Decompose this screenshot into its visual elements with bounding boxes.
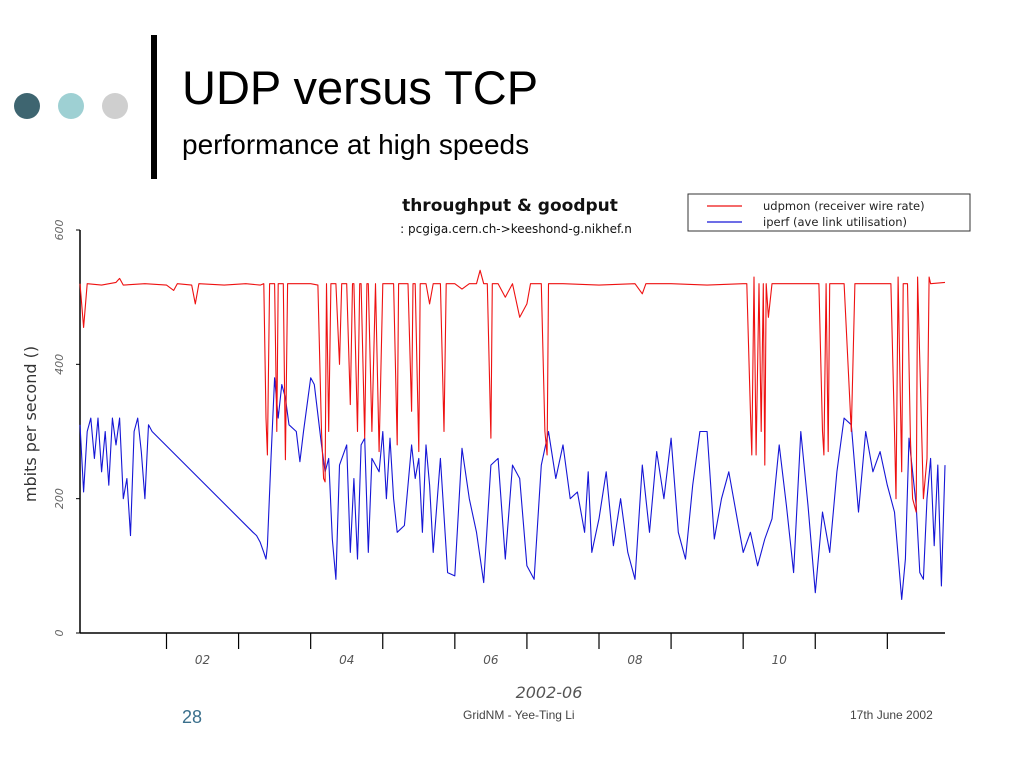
dot-light-teal [58,93,84,119]
y-tick-label: 400 [53,354,66,375]
chart-legend: udpmon (receiver wire rate) iperf (ave li… [687,193,971,232]
legend-label: iperf (ave link utilisation) [763,215,907,229]
series-lines [79,269,946,600]
title-divider [151,35,157,179]
y-tick-label: 0 [53,630,66,637]
x-tick-label: 06 [483,653,499,667]
legend-label: udpmon (receiver wire rate) [763,199,925,213]
decorative-dots [14,93,134,123]
y-axis-label: mbits per second () [21,346,40,502]
footer-author: GridNM - Yee-Ting Li [463,708,575,722]
slide-number: 28 [182,707,203,727]
series-line-1 [79,377,946,600]
dot-grey [102,93,128,119]
slide-subtitle: performance at high speeds [182,129,530,160]
y-tick-label: 200 [53,488,66,509]
axis-ticks: 0 200 400 600 02 04 06 08 10 [53,220,888,667]
x-tick-label: 04 [339,653,354,667]
slide-title: UDP versus TCP [182,61,539,114]
throughput-chart: throughput & goodput : pcgiga.cern.ch->k… [21,193,971,702]
dot-dark-teal [14,93,40,119]
x-tick-label: 02 [195,653,210,667]
x-axis-label: 2002-06 [516,683,583,702]
x-tick-label: 08 [627,653,643,667]
series-line-0 [79,269,946,513]
y-tick-label: 600 [53,220,66,241]
chart-title: throughput & goodput [402,196,618,216]
chart-axes [79,230,945,634]
footer-date: 17th June 2002 [850,708,933,722]
legend-box [687,193,971,232]
chart-subtitle: : pcgiga.cern.ch->keeshond-g.nikhef.n [400,222,632,236]
x-tick-label: 10 [772,653,788,667]
